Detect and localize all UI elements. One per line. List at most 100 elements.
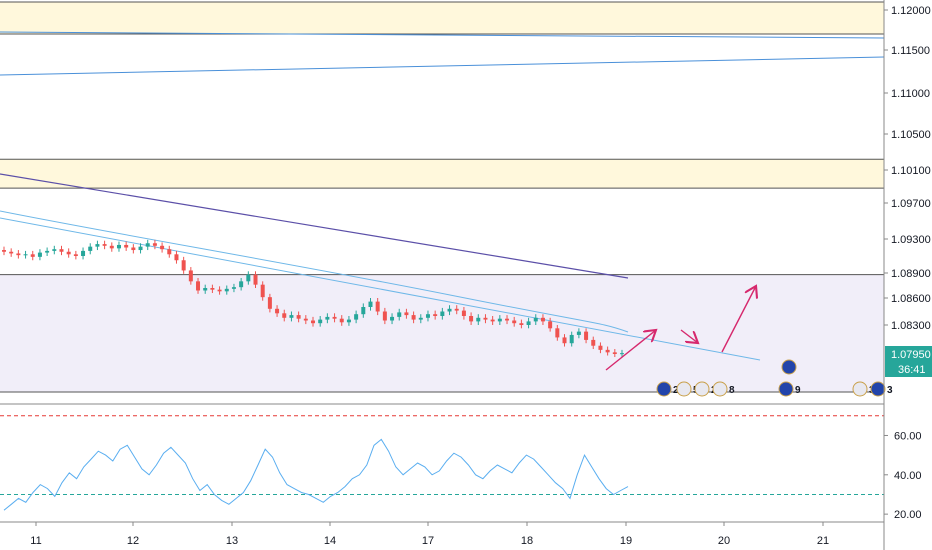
candle [2,246,6,256]
event-label: 3 [887,385,893,396]
candle-body [174,254,179,261]
candle [138,243,143,254]
candle-body [375,301,380,312]
candle-body [203,288,208,291]
candle-body [303,318,308,321]
candle-body [224,288,229,292]
candle [584,328,589,344]
price-tick-label: 1.09700 [891,198,931,210]
candle-body [368,301,373,307]
candle-body [311,320,315,324]
time-tick-label: 20 [718,535,730,547]
candle-body [267,297,272,309]
event-marker[interactable]: 3 [870,381,893,397]
candle-body [239,281,244,288]
candle [73,250,78,260]
candle [23,250,28,259]
time-tick-label: 21 [817,535,829,547]
countdown-label: 36:41 [898,364,926,376]
flag-icon [676,381,692,397]
flag-icon [712,381,728,397]
rsi-tick-label: 40.00 [894,470,922,482]
candle [548,317,553,332]
candle [598,342,603,354]
price-tick-label: 1.10100 [891,165,931,177]
trendline-upper [0,31,885,39]
candle-body [390,316,395,321]
candle-body [16,253,21,256]
candle [303,315,308,325]
candle-body [454,308,459,311]
candle [382,307,387,325]
candle-body [9,251,14,254]
candle-body [188,270,193,282]
candle-body [476,317,481,322]
event-marker[interactable]: 2 [656,381,679,397]
candle [282,309,287,322]
candle-body [131,247,136,251]
last-price-badge [885,346,932,362]
candle-body [440,311,445,316]
candle [555,325,560,341]
candle-body [433,314,438,316]
flag-icon [870,381,886,397]
candle [45,247,50,256]
candle-body [260,284,265,298]
candle-body [519,323,524,325]
candle-body [37,252,42,257]
candle-body [116,244,121,249]
candle [483,314,488,324]
candle-body [2,250,6,252]
flag-icon [656,381,672,397]
candle [102,240,107,250]
event-marker[interactable]: 9 [778,381,801,397]
flag-icon [778,381,794,397]
candle [447,305,452,316]
candle [289,311,294,322]
candle-body [275,308,280,314]
candle-body [217,289,222,292]
candlestick-series [2,239,624,358]
candle [325,313,330,324]
candle-body [325,316,330,320]
candle-body [404,312,409,316]
candle [167,245,172,258]
event-marker[interactable]: 8 [712,381,735,397]
candle [519,319,524,329]
candle-body [526,321,531,325]
candle [418,314,423,324]
candle-body [425,314,430,318]
candle [152,239,157,250]
candle [217,286,222,295]
candle [318,316,323,327]
candle-body [346,319,351,323]
candle [181,256,186,274]
candle-body [138,246,143,251]
candle [160,242,165,253]
candle-body [361,307,366,315]
countdown-badge [885,362,932,377]
candle [433,310,438,320]
candle [425,310,430,322]
candle [188,267,193,285]
candle [210,284,215,293]
candle-body [95,244,100,247]
price-tick-label: 1.08600 [891,293,931,305]
candle-body [59,249,64,252]
candle [296,311,301,323]
candle-body [73,254,78,256]
candle-body [397,312,402,317]
candle-body [253,274,258,285]
candle-body [612,352,617,354]
moving-average-slow [0,173,629,279]
candle [224,285,229,295]
candle [368,298,373,311]
demand-zone [0,274,884,392]
candle-body [282,313,287,318]
candle [620,349,624,358]
candle-body [533,317,538,322]
candle-body [548,321,553,329]
candle-body [52,249,57,251]
candle-body [620,353,624,355]
